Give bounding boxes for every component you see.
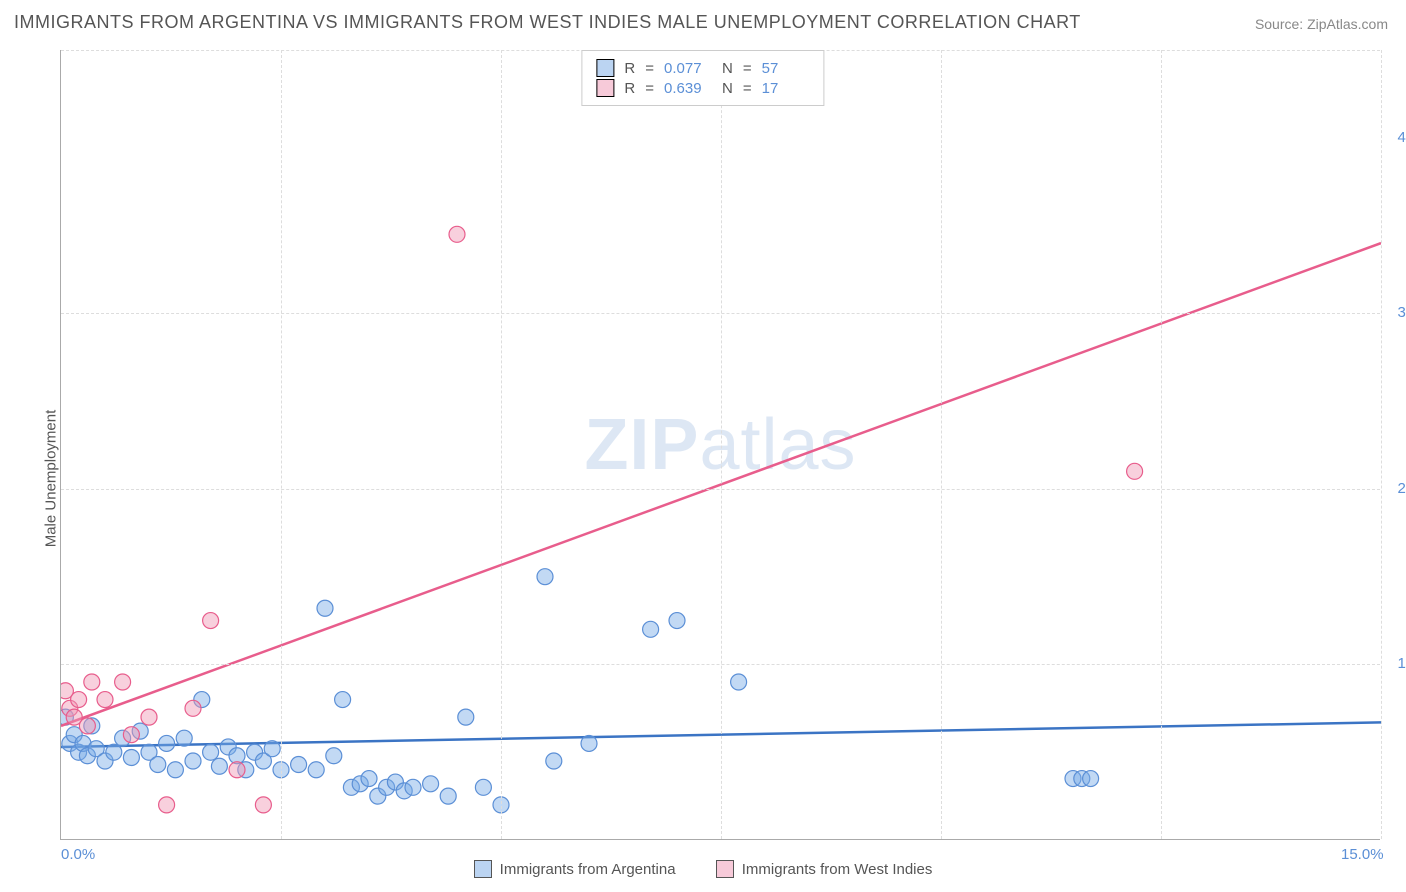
data-point — [581, 735, 597, 751]
legend-eq2: = — [743, 60, 752, 77]
data-point — [203, 744, 219, 760]
legend-R-value-westindies: 0.639 — [664, 80, 712, 97]
data-point — [203, 613, 219, 629]
swatch-blue-icon — [596, 59, 614, 77]
data-point — [167, 762, 183, 778]
legend-eq: = — [645, 60, 654, 77]
data-point — [264, 741, 280, 757]
data-point — [255, 797, 271, 813]
legend-eq4: = — [743, 80, 752, 97]
data-point — [229, 762, 245, 778]
data-point — [211, 758, 227, 774]
data-point — [123, 727, 139, 743]
legend-item-westindies: Immigrants from West Indies — [716, 860, 933, 878]
data-point — [643, 621, 659, 637]
data-point — [84, 674, 100, 690]
data-point — [79, 718, 95, 734]
data-point — [317, 600, 333, 616]
y-tick-label: 20.0% — [1385, 480, 1406, 497]
data-point — [106, 744, 122, 760]
data-point — [97, 692, 113, 708]
data-point — [308, 762, 324, 778]
legend-label-westindies: Immigrants from West Indies — [742, 861, 933, 878]
data-point — [159, 797, 175, 813]
data-point — [361, 771, 377, 787]
data-point — [71, 692, 87, 708]
legend-correlation: R = 0.077 N = 57 R = 0.639 N = 17 — [581, 50, 824, 106]
data-point — [176, 730, 192, 746]
data-point — [405, 779, 421, 795]
swatch-pink-icon — [716, 860, 734, 878]
y-tick-label: 30.0% — [1385, 304, 1406, 321]
y-axis-label: Male Unemployment — [43, 379, 60, 579]
data-point — [335, 692, 351, 708]
legend-series: Immigrants from Argentina Immigrants fro… — [0, 860, 1406, 882]
legend-R-label: R — [624, 60, 635, 77]
data-point — [731, 674, 747, 690]
data-point — [458, 709, 474, 725]
data-point — [1083, 771, 1099, 787]
data-point — [185, 753, 201, 769]
swatch-blue-icon — [474, 860, 492, 878]
data-point — [440, 788, 456, 804]
data-point — [115, 674, 131, 690]
data-point — [449, 226, 465, 242]
data-point — [291, 757, 307, 773]
data-point — [150, 757, 166, 773]
legend-label-argentina: Immigrants from Argentina — [500, 861, 676, 878]
chart-title: IMMIGRANTS FROM ARGENTINA VS IMMIGRANTS … — [14, 12, 1081, 33]
data-point — [141, 709, 157, 725]
y-tick-label: 10.0% — [1385, 655, 1406, 672]
data-point — [326, 748, 342, 764]
legend-N-value-westindies: 17 — [762, 80, 810, 97]
legend-N-label: N — [722, 60, 733, 77]
legend-R-label2: R — [624, 80, 635, 97]
legend-R-value-argentina: 0.077 — [664, 60, 712, 77]
data-point — [546, 753, 562, 769]
swatch-pink-icon — [596, 79, 614, 97]
legend-row-westindies: R = 0.639 N = 17 — [596, 79, 809, 97]
y-tick-label: 40.0% — [1385, 129, 1406, 146]
data-point — [537, 569, 553, 585]
legend-N-value-argentina: 57 — [762, 60, 810, 77]
data-point — [1127, 463, 1143, 479]
legend-row-argentina: R = 0.077 N = 57 — [596, 59, 809, 77]
data-point — [185, 700, 201, 716]
source-label: Source: ZipAtlas.com — [1255, 16, 1388, 32]
data-point — [475, 779, 491, 795]
data-point — [123, 749, 139, 765]
data-point — [669, 613, 685, 629]
data-point — [423, 776, 439, 792]
legend-item-argentina: Immigrants from Argentina — [474, 860, 676, 878]
data-point — [159, 735, 175, 751]
plot-area: Male Unemployment ZIPatlas 0.0%15.0%10.0… — [60, 50, 1380, 840]
legend-N-label2: N — [722, 80, 733, 97]
legend-eq3: = — [645, 80, 654, 97]
